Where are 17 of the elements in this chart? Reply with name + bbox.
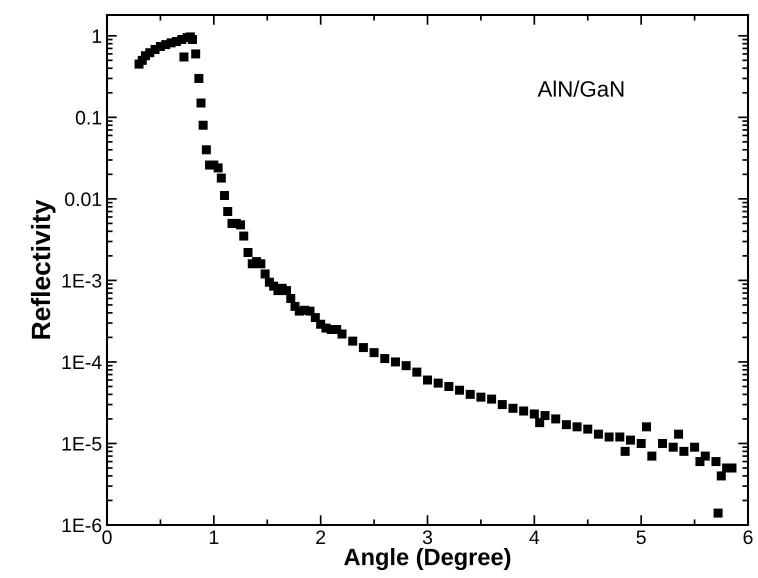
x-tick-label: 6 — [744, 530, 753, 544]
y-tick-label: 1E-3 — [62, 274, 102, 288]
y-tick-label: 1E-5 — [62, 437, 102, 451]
y-axis-title: Reflectivity — [30, 200, 56, 339]
x-axis-title: Angle (Degree) — [344, 548, 510, 570]
x-tick-label: 4 — [529, 530, 540, 544]
x-tick-label: 0 — [102, 530, 112, 544]
y-tick-label: 0.01 — [65, 192, 102, 206]
x-tick-label: 1 — [210, 530, 218, 544]
y-tick-label: 0.1 — [76, 110, 102, 125]
annotation: AlN/GaN — [538, 80, 624, 97]
y-tick-label: 1 — [92, 29, 102, 43]
y-tick-label: 1E-4 — [62, 356, 102, 369]
x-tick-label: 3 — [422, 530, 432, 544]
y-tick-label: 1E-6 — [62, 518, 102, 532]
x-tick-label: 2 — [316, 530, 326, 544]
x-tick-label: 5 — [636, 530, 646, 544]
